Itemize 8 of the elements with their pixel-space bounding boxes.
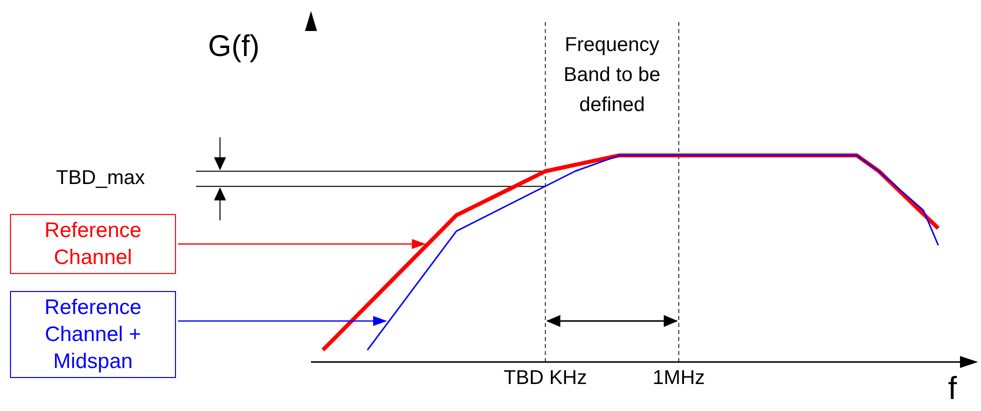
x-tick-label: TBD KHz xyxy=(504,367,587,390)
x-axis-title: f xyxy=(948,370,957,407)
y-axis-title: G(f) xyxy=(208,30,260,64)
text: Reference Channel xyxy=(11,217,175,271)
ref-line-label: TBD_max xyxy=(56,167,145,190)
text: Frequency Band to be defined xyxy=(562,33,662,118)
x-tick-label: 1MHz xyxy=(652,367,705,390)
text: Reference Channel + Midspan xyxy=(11,294,175,375)
